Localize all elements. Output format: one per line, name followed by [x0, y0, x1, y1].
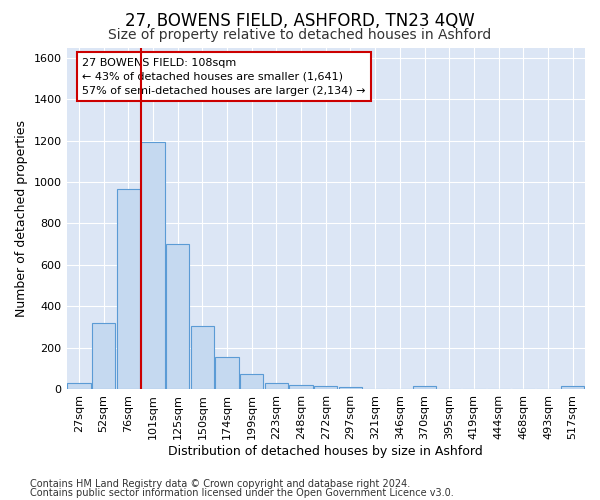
Bar — [141, 142, 164, 389]
Bar — [339, 387, 362, 389]
Bar — [561, 386, 584, 389]
Bar — [166, 244, 190, 389]
Bar — [265, 383, 288, 389]
X-axis label: Distribution of detached houses by size in Ashford: Distribution of detached houses by size … — [169, 444, 483, 458]
Bar — [240, 374, 263, 389]
Text: 27 BOWENS FIELD: 108sqm
← 43% of detached houses are smaller (1,641)
57% of semi: 27 BOWENS FIELD: 108sqm ← 43% of detache… — [82, 58, 365, 96]
Bar — [314, 386, 337, 389]
Text: Contains HM Land Registry data © Crown copyright and database right 2024.: Contains HM Land Registry data © Crown c… — [30, 479, 410, 489]
Text: Contains public sector information licensed under the Open Government Licence v3: Contains public sector information licen… — [30, 488, 454, 498]
Bar — [116, 190, 140, 389]
Bar — [215, 357, 239, 389]
Bar — [413, 386, 436, 389]
Bar — [92, 322, 115, 389]
Bar — [67, 383, 91, 389]
Y-axis label: Number of detached properties: Number of detached properties — [15, 120, 28, 316]
Text: Size of property relative to detached houses in Ashford: Size of property relative to detached ho… — [109, 28, 491, 42]
Text: 27, BOWENS FIELD, ASHFORD, TN23 4QW: 27, BOWENS FIELD, ASHFORD, TN23 4QW — [125, 12, 475, 30]
Bar — [289, 385, 313, 389]
Bar — [191, 326, 214, 389]
